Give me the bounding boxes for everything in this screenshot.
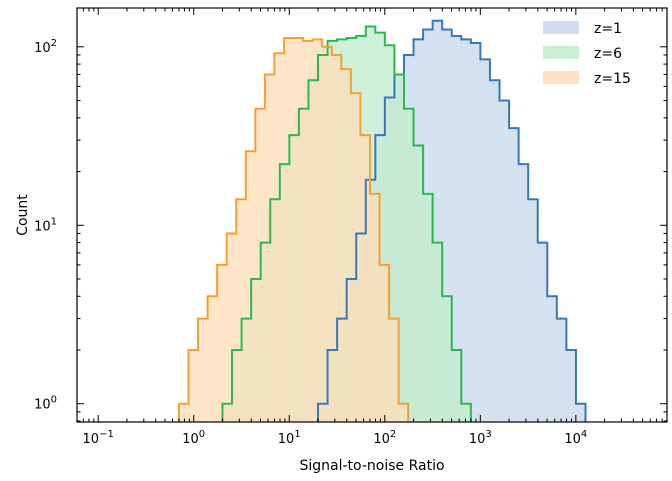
bar-z=1-16 (461, 39, 472, 423)
bar-z=15-5 (217, 264, 228, 422)
x-tick-label: 104 (564, 429, 587, 447)
bar-z=15-6 (226, 233, 237, 422)
bar-z=1-23 (528, 199, 539, 422)
bar-z=15-2 (188, 350, 199, 422)
bar-z=15-22 (379, 264, 390, 422)
bar-z=15-4 (207, 296, 218, 422)
x-tick-label: 102 (373, 429, 396, 447)
y-tick-label: 102 (34, 38, 57, 56)
histogram-outlines (177, 19, 587, 422)
bar-z=6-20 (403, 108, 414, 422)
bar-z=6-21 (413, 145, 424, 422)
bar-z=15-1 (178, 403, 189, 422)
x-tick-label: 103 (469, 429, 492, 447)
legend-label-z=6: z=6 (594, 46, 622, 62)
y-tick-label: 101 (34, 216, 57, 234)
bar-z=15-24 (398, 403, 409, 422)
legend-swatch-z=1 (543, 21, 579, 34)
bar-z=1-24 (537, 242, 548, 422)
bar-z=15-11 (274, 53, 285, 423)
bar-z=15-3 (198, 318, 208, 422)
bar-z=1-25 (547, 296, 558, 422)
bar-z=6-25 (451, 350, 462, 422)
bar-z=15-20 (360, 135, 371, 422)
bar-z=15-10 (264, 74, 275, 423)
bar-z=1-26 (556, 318, 567, 422)
bar-z=6-24 (442, 296, 453, 422)
bar-z=6-26 (461, 403, 472, 422)
x-axis-title: Signal-to-noise Ratio (299, 458, 444, 474)
bar-z=1-18 (480, 59, 491, 422)
bar-z=15-18 (341, 69, 352, 423)
bar-z=6-22 (423, 193, 434, 422)
bar-z=15-13 (293, 38, 304, 422)
legend-swatch-z=6 (543, 46, 579, 59)
bar-z=1-13 (432, 20, 443, 422)
bar-z=1-20 (499, 100, 510, 422)
bar-z=15-15 (312, 39, 323, 423)
bar-z=1-27 (566, 350, 577, 422)
bar-z=1-22 (518, 164, 529, 422)
legend: z=1 z=6 z=15 (543, 21, 631, 87)
y-tick-label: 100 (34, 395, 57, 413)
bar-z=1-19 (489, 80, 500, 422)
bar-z=1-28 (575, 403, 586, 422)
bar-z=15-7 (236, 199, 247, 422)
bar-z=15-12 (284, 38, 294, 422)
bar-z=6-23 (432, 242, 443, 422)
bar-z=15-16 (322, 46, 333, 423)
bar-z=1-21 (509, 128, 520, 422)
y-axis-title: Count (15, 194, 31, 236)
legend-label-z=1: z=1 (594, 21, 622, 37)
plot-area (177, 19, 587, 423)
bar-z=15-21 (369, 193, 380, 422)
axis-ticks (76, 8, 668, 422)
x-tick-label: 101 (278, 429, 301, 447)
legend-label-z=15: z=15 (594, 71, 631, 87)
histogram-fills (178, 20, 586, 423)
bar-z=15-23 (389, 318, 400, 422)
legend-swatch-z=15 (543, 71, 579, 84)
bar-z=15-17 (331, 54, 342, 422)
bar-z=6-19 (394, 74, 405, 423)
x-tick-label: 10−1 (83, 429, 114, 447)
series-z=15-outline (177, 37, 410, 422)
bar-z=6-18 (384, 45, 395, 422)
bar-z=1-15 (451, 35, 462, 422)
series-z=6-outline (221, 25, 472, 422)
bar-z=15-14 (303, 40, 314, 422)
tick-labels: 10−1 100 101 102 103 104 100 101 102 (34, 38, 587, 447)
bar-z=1-17 (470, 43, 481, 422)
bar-z=1-14 (442, 29, 453, 423)
series-z=1-outline (317, 19, 587, 422)
x-tick-label: 100 (182, 429, 205, 447)
axes-frame (76, 7, 668, 423)
